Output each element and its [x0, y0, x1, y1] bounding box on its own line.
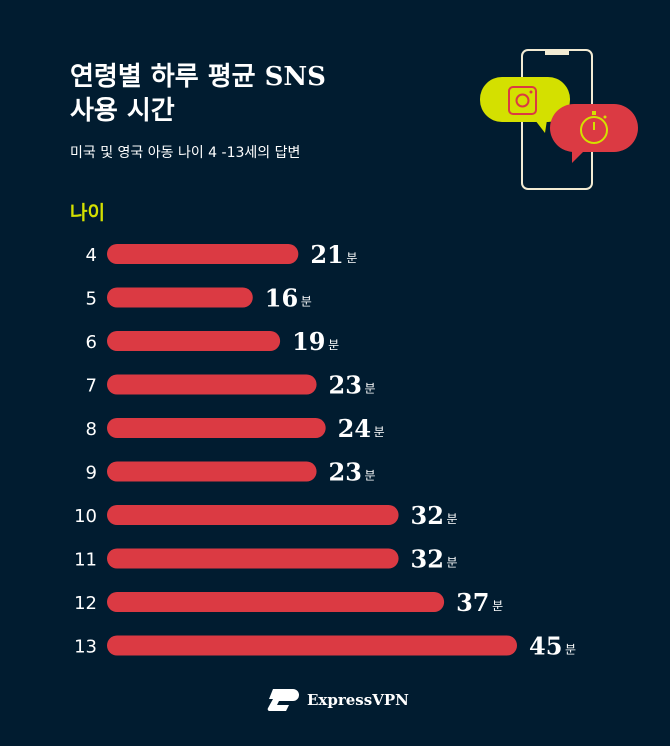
value-label: 32 [411, 545, 444, 574]
category-label: 7 [86, 376, 97, 397]
value-label: 32 [411, 501, 444, 530]
unit-label: 분 [447, 556, 458, 570]
unit-label: 분 [365, 382, 376, 396]
category-label: 9 [86, 463, 97, 484]
value-label: 45 [529, 632, 562, 661]
bar [107, 461, 317, 482]
bar [107, 418, 326, 438]
category-label: 13 [74, 637, 97, 658]
value-label: 37 [456, 588, 489, 617]
phone-illustration [480, 49, 638, 190]
chart-subtitle: 미국 및 영국 아동 나이 4 -13세의 답변 [70, 145, 301, 161]
category-label: 11 [74, 550, 97, 571]
category-label: 4 [86, 245, 97, 266]
title-line-1: 연령별 하루 평균 SNS [70, 62, 326, 92]
unit-label: 분 [301, 295, 312, 309]
bar [107, 548, 399, 569]
value-label: 23 [329, 371, 362, 400]
category-label: 8 [86, 419, 97, 440]
category-label: 10 [74, 506, 97, 527]
chart-title: 연령별 하루 평균 SNS 사용 시간 [70, 60, 390, 128]
unit-label: 분 [565, 643, 576, 657]
value-label: 16 [265, 284, 298, 313]
bar [107, 635, 517, 656]
expressvpn-logo-icon [267, 689, 299, 711]
unit-label: 분 [346, 251, 357, 265]
unit-label: 분 [492, 599, 503, 613]
value-label: 21 [310, 240, 343, 269]
unit-label: 분 [447, 512, 458, 526]
unit-label: 분 [328, 338, 339, 352]
value-label: 23 [329, 458, 362, 487]
title-line-2: 사용 시간 [70, 96, 175, 126]
stopwatch-icon [550, 104, 638, 163]
value-label: 24 [338, 414, 371, 443]
instagram-icon [480, 77, 570, 133]
brand-logo: ExpressVPN [265, 687, 409, 713]
unit-label: 분 [374, 425, 385, 439]
bar [107, 244, 299, 264]
bar [107, 287, 253, 308]
bar [107, 505, 399, 525]
bar [107, 592, 445, 612]
axis-title-age: 나이 [70, 202, 105, 224]
bar [107, 331, 281, 351]
unit-label: 분 [365, 469, 376, 483]
brand-name: ExpressVPN [307, 691, 409, 709]
category-label: 12 [74, 593, 97, 614]
category-label: 5 [86, 289, 97, 310]
bar [107, 374, 317, 395]
category-label: 6 [86, 332, 97, 353]
value-label: 19 [292, 327, 325, 356]
